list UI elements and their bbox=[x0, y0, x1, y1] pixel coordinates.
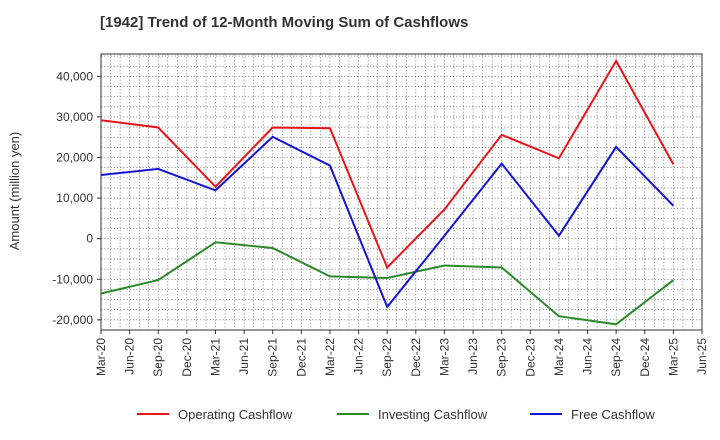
x-tick-label: Jun-20 bbox=[123, 338, 137, 375]
x-tick-label: Sep-22 bbox=[380, 338, 394, 377]
legend-label: Investing Cashflow bbox=[378, 407, 488, 422]
x-tick-label: Mar-25 bbox=[666, 338, 680, 376]
x-tick-label: Dec-20 bbox=[180, 338, 194, 377]
y-tick-label: 40,000 bbox=[56, 69, 93, 83]
plot-frame bbox=[100, 53, 703, 331]
y-tick-label: -20,000 bbox=[52, 313, 93, 327]
x-tick-label: Dec-24 bbox=[638, 338, 652, 377]
axes: -20,000 -10,000 0 10,000 20,000 30,000 40,000 M… bbox=[52, 53, 709, 377]
series-line bbox=[100, 58, 675, 270]
y-tick-label: 0 bbox=[86, 232, 93, 246]
legend-label: Free Cashflow bbox=[571, 407, 655, 422]
legend: Operating Cashflow Investing Cashflow Free… bbox=[137, 407, 655, 422]
x-tick-label: Mar-21 bbox=[208, 338, 222, 376]
x-tick-label: Mar-24 bbox=[552, 338, 566, 376]
x-tick-label: Dec-23 bbox=[523, 338, 537, 377]
series bbox=[100, 58, 675, 326]
series-line bbox=[100, 241, 675, 326]
y-tick-label: -10,000 bbox=[52, 272, 93, 286]
chart-title: [1942] Trend of 12-Month Moving Sum of C… bbox=[100, 14, 469, 31]
x-tick-label: Dec-21 bbox=[294, 338, 308, 377]
x-tick-label: Jun-23 bbox=[466, 338, 480, 375]
legend-label: Operating Cashflow bbox=[178, 407, 293, 422]
series-line bbox=[100, 135, 675, 309]
x-tick-label: Jun-24 bbox=[581, 338, 595, 375]
y-tick-label: 30,000 bbox=[56, 110, 93, 124]
x-tick-label: Sep-23 bbox=[495, 338, 509, 377]
x-tick-label: Jun-25 bbox=[695, 338, 709, 375]
y-tick-label: 20,000 bbox=[56, 151, 93, 165]
y-tick-label: 10,000 bbox=[56, 191, 93, 205]
x-tick-label: Sep-24 bbox=[609, 338, 623, 377]
x-tick-label: Jun-22 bbox=[352, 338, 366, 375]
x-tick-label: Dec-22 bbox=[409, 338, 423, 377]
x-tick-label: Jun-21 bbox=[237, 338, 251, 375]
x-tick-label: Mar-22 bbox=[323, 338, 337, 376]
x-tick-label: Mar-23 bbox=[437, 338, 451, 376]
grid bbox=[100, 54, 703, 331]
x-tick-label: Sep-21 bbox=[266, 338, 280, 377]
y-axis-title: Amount (million yen) bbox=[7, 132, 22, 251]
x-tick-label: Sep-20 bbox=[151, 338, 165, 377]
x-tick-label: Mar-20 bbox=[94, 338, 108, 376]
